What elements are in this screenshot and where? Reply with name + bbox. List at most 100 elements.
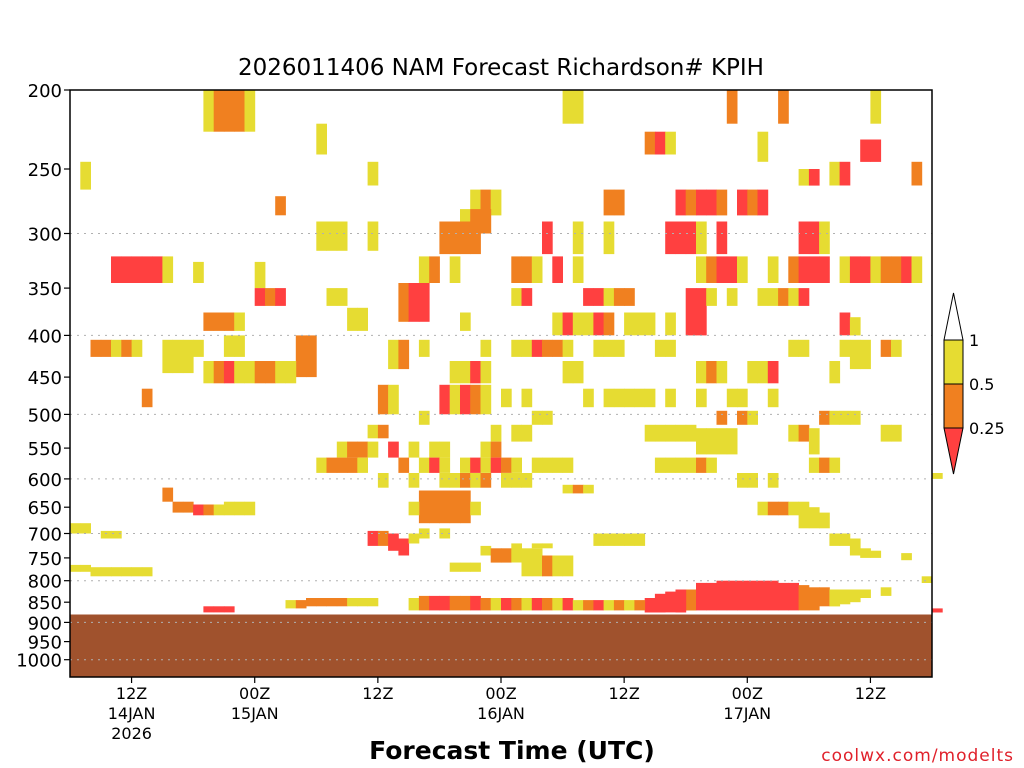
x-tick-label: 00Z: [239, 684, 270, 703]
heatmap-cell: [572, 90, 584, 124]
heatmap-cell: [470, 189, 481, 216]
heatmap-cell: [295, 335, 307, 378]
heatmap-cell: [716, 428, 728, 455]
heatmap-cell: [808, 457, 820, 473]
x-tick-date: 16JAN: [477, 704, 525, 723]
heatmap-cell: [172, 339, 184, 374]
heatmap-cell: [470, 221, 481, 255]
heatmap-cell: [131, 567, 143, 577]
heatmap-cell: [562, 90, 574, 124]
heatmap-cell: [552, 598, 563, 611]
y-tick-label: 700: [28, 525, 62, 546]
heatmap-cell: [223, 361, 235, 384]
heatmap-cell: [367, 424, 379, 439]
heatmap-cell: [552, 256, 563, 283]
heatmap-cell: [562, 484, 574, 494]
heatmap-cell: [870, 550, 882, 558]
heatmap-cell: [726, 90, 738, 124]
heatmap-cell: [829, 410, 841, 425]
heatmap-cell: [788, 501, 799, 516]
heatmap-cell: [490, 189, 502, 216]
heatmap-cell: [336, 598, 348, 607]
heatmap-cell: [747, 361, 758, 384]
heatmap-cell: [480, 598, 492, 611]
heatmap-cell: [726, 580, 738, 611]
heatmap-cell: [726, 388, 738, 408]
heatmap-cell: [562, 457, 574, 473]
heatmap-cell: [162, 339, 174, 374]
heatmap-cell: [490, 457, 502, 473]
heatmap-cell: [654, 424, 666, 442]
heatmap-cell: [788, 288, 799, 306]
heatmap-cell: [234, 335, 245, 357]
heatmap-cell: [880, 424, 892, 442]
heatmap-cell: [767, 361, 779, 384]
x-tick-label: 12Z: [362, 684, 393, 703]
heatmap-cell: [696, 388, 707, 408]
heatmap-cell: [501, 598, 512, 611]
heatmap-cell: [152, 256, 163, 283]
heatmap-cell: [203, 312, 215, 331]
heatmap-cell: [583, 388, 594, 408]
heatmap-cell: [511, 543, 522, 563]
heatmap-cell: [449, 490, 461, 524]
heatmap-cell: [377, 530, 389, 546]
heatmap-cell: [860, 139, 871, 162]
heatmap-cell: [911, 161, 923, 186]
heatmap-cell: [429, 457, 440, 473]
heatmap-cell: [767, 388, 779, 408]
heatmap-cell: [429, 256, 440, 283]
heatmap-cell: [418, 283, 430, 322]
heatmap-cell: [665, 312, 676, 336]
heatmap-cell: [829, 361, 841, 384]
heatmap-cell: [767, 580, 779, 611]
heatmap-cell: [357, 457, 368, 473]
heatmap-cell: [347, 441, 358, 458]
heatmap-cell: [839, 410, 851, 425]
heatmap-cell: [501, 388, 512, 408]
heatmap-cell: [213, 606, 225, 613]
heatmap-cell: [449, 361, 461, 384]
heatmap-cell: [203, 504, 215, 516]
heatmap-cell: [696, 428, 707, 455]
heatmap-cell: [819, 457, 830, 473]
heatmap-cell: [583, 288, 594, 306]
heatmap-cell: [737, 256, 748, 283]
heatmap-cell: [798, 585, 810, 611]
heatmap-cell: [141, 388, 153, 408]
heatmap-cell: [429, 490, 440, 524]
chart-title: 2026011406 NAM Forecast Richardson# KPIH: [238, 55, 764, 81]
heatmap-cell: [849, 256, 861, 283]
heatmap-cell: [141, 567, 153, 577]
heatmap-cell: [685, 424, 697, 442]
heatmap-cell: [808, 587, 820, 611]
heatmap-cell: [716, 189, 728, 216]
heatmap-cell: [511, 598, 522, 611]
heatmap-cell: [357, 441, 368, 458]
x-axis-label: Forecast Time (UTC): [369, 736, 655, 765]
heatmap-cell: [685, 288, 697, 336]
y-tick-label: 500: [28, 405, 62, 426]
heatmap-cell: [644, 388, 656, 408]
heatmap-cell: [921, 576, 933, 583]
heatmap-cell: [418, 595, 430, 611]
heatmap-cell: [798, 424, 810, 442]
heatmap-cell: [767, 473, 779, 488]
heatmap-cell: [870, 256, 882, 283]
heatmap-cell: [757, 288, 769, 306]
heatmap-cell: [860, 256, 871, 283]
heatmap-cell: [880, 587, 892, 596]
heatmap-cell: [757, 501, 769, 516]
heatmap-cell: [357, 598, 368, 607]
heatmap-cell: [685, 589, 697, 611]
heatmap-cell: [408, 598, 420, 611]
heatmap-cell: [80, 161, 91, 190]
y-tick-label: 350: [28, 279, 62, 300]
heatmap-cell: [449, 595, 461, 611]
heatmap-cell: [111, 530, 122, 539]
heatmap-cell: [747, 473, 758, 488]
heatmap-cell: [634, 600, 646, 611]
heatmap-cell: [265, 288, 276, 306]
heatmap-cell: [613, 600, 625, 611]
